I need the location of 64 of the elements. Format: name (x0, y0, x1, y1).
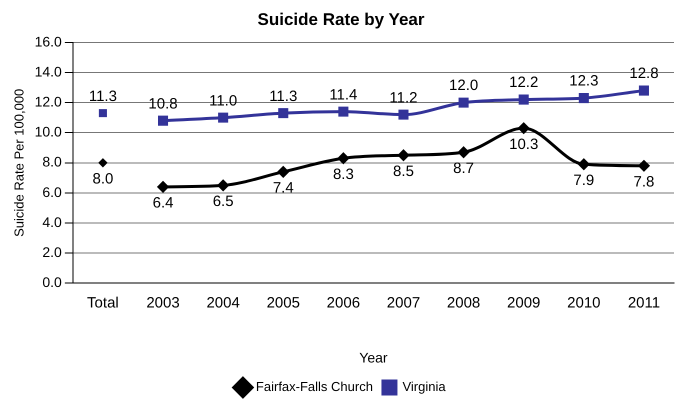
point (278, 166, 289, 178)
data-label: 7.4 (272, 179, 294, 196)
legend-label: Fairfax-Falls Church (256, 379, 373, 394)
y-tick-label: 10.0 (34, 124, 62, 140)
data-label: 11.3 (88, 88, 117, 105)
data-label: 7.9 (573, 172, 594, 189)
y-tick-label: 16.0 (34, 33, 62, 50)
data-label: 6.5 (212, 193, 234, 210)
data-label: 11.0 (209, 92, 238, 110)
y-tick-label: 0.0 (42, 274, 62, 290)
point (398, 110, 409, 120)
x-tick-label: 2003 (146, 294, 180, 312)
point (218, 112, 228, 123)
x-axis-title: Year (359, 349, 388, 366)
y-tick-label: 6.0 (42, 184, 62, 200)
x-tick-label: 2010 (567, 294, 601, 312)
point (578, 158, 590, 170)
point (338, 106, 348, 117)
data-label: 12.3 (569, 72, 598, 90)
y-tick-label: 2.0 (42, 244, 62, 260)
x-tick-label: 2004 (206, 294, 240, 312)
point (458, 98, 469, 108)
data-label: 6.4 (152, 194, 174, 212)
x-tick-label: 2008 (446, 294, 480, 312)
point (218, 180, 229, 191)
data-label: 7.8 (634, 173, 654, 190)
point (458, 146, 470, 158)
point (98, 109, 107, 118)
point (398, 150, 409, 161)
data-label: 10.3 (509, 136, 538, 153)
data-label: 8.7 (453, 160, 474, 177)
point (338, 152, 349, 164)
data-label: 8.5 (393, 162, 414, 180)
data-label: 11.4 (329, 86, 358, 104)
x-tick-label: 2011 (628, 294, 660, 312)
point (518, 94, 529, 105)
point (158, 181, 169, 192)
x-tick-label: 2007 (386, 294, 420, 312)
y-tick-label: 12.0 (34, 93, 62, 110)
data-label: 12.0 (448, 77, 478, 94)
y-tick-label: 4.0 (42, 214, 62, 230)
x-tick-label: 2006 (326, 294, 360, 312)
x-tick-label: 2005 (266, 294, 300, 312)
point (638, 86, 649, 96)
chart-title: Suicide Rate by Year (258, 10, 425, 29)
point (518, 122, 530, 134)
y-axis-title: Suicide Rate Per 100,000 (11, 88, 26, 237)
data-label: 11.2 (389, 89, 418, 106)
data-label: 12.2 (509, 74, 538, 92)
point (578, 93, 589, 104)
y-tick-label: 14.0 (34, 63, 62, 80)
data-label: 11.3 (269, 88, 298, 105)
data-label: 8.0 (92, 170, 114, 188)
x-tick-label: Total (87, 294, 119, 312)
x-tick-label: 2009 (507, 294, 540, 312)
data-label: 8.3 (332, 166, 354, 183)
legend-label: Virginia (402, 379, 446, 394)
point (638, 160, 650, 172)
data-label: 12.8 (629, 65, 659, 82)
data-label: 10.8 (148, 95, 178, 112)
y-tick-label: 8.0 (42, 154, 62, 170)
point (98, 158, 108, 168)
point (158, 116, 168, 126)
point (278, 108, 288, 118)
